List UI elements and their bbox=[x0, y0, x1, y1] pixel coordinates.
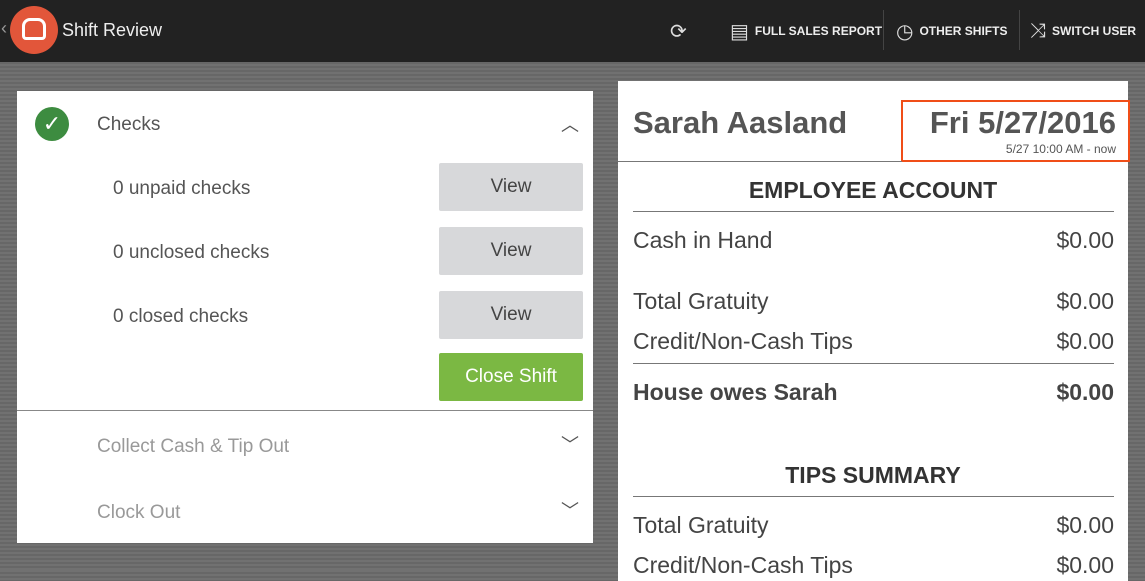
report-icon: ▤ bbox=[730, 20, 749, 43]
shift-steps-panel: ✓ Checks ︿ 0 unpaid checks View 0 unclos… bbox=[17, 91, 593, 543]
other-shifts-button[interactable]: ◷ OTHER SHIFTS bbox=[896, 20, 1008, 43]
shift-date: Fri 5/27/2016 bbox=[929, 105, 1116, 140]
employee-account-heading: EMPLOYEE ACCOUNT bbox=[748, 177, 998, 203]
section-checks[interactable]: Checks bbox=[97, 114, 161, 135]
top-bar: ‹ Shift Review ⟳ ▤ FULL SALES REPORT ◷ OTH… bbox=[0, 0, 1145, 62]
account-row: Total Gratuity $0.00 bbox=[633, 288, 1114, 314]
section-collect-cash[interactable]: Collect Cash & Tip Out bbox=[97, 436, 290, 457]
account-row: Cash in Hand $0.00 bbox=[633, 227, 1114, 253]
full-sales-report-button[interactable]: ▤ FULL SALES REPORT bbox=[730, 20, 883, 43]
shuffle-icon: ⤨ bbox=[1030, 19, 1046, 42]
chevron-down-icon[interactable]: ﹀ bbox=[561, 501, 579, 521]
app-logo[interactable] bbox=[10, 6, 58, 54]
check-icon: ✓ bbox=[35, 107, 69, 141]
total-row: House owes Sarah $0.00 bbox=[633, 379, 1114, 405]
chevron-down-icon[interactable]: ﹀ bbox=[561, 435, 579, 455]
divider bbox=[17, 410, 593, 411]
chevron-up-icon[interactable]: ︿ bbox=[561, 115, 579, 135]
back-icon[interactable]: ‹ bbox=[1, 18, 7, 38]
employee-name: Sarah Aasland bbox=[633, 105, 848, 140]
close-shift-button[interactable]: Close Shift bbox=[439, 353, 583, 401]
view-unclosed-button[interactable]: View bbox=[439, 227, 583, 275]
page-title: Shift Review bbox=[62, 20, 163, 40]
refresh-button[interactable]: ⟳ bbox=[670, 0, 687, 62]
tips-row: Total Gratuity $0.00 bbox=[633, 512, 1114, 538]
unpaid-checks-label: 0 unpaid checks bbox=[113, 178, 251, 199]
shift-range: 5/27 10:00 AM - now bbox=[1005, 142, 1116, 156]
switch-user-button[interactable]: ⤨ SWITCH USER bbox=[1030, 19, 1136, 42]
refresh-icon: ⟳ bbox=[670, 20, 687, 43]
view-closed-button[interactable]: View bbox=[439, 291, 583, 339]
closed-checks-label: 0 closed checks bbox=[113, 306, 249, 327]
view-unpaid-button[interactable]: View bbox=[439, 163, 583, 211]
clock-icon: ◷ bbox=[896, 20, 914, 43]
shift-summary-panel: Sarah Aasland Fri 5/27/2016 5/27 10:00 A… bbox=[618, 81, 1130, 581]
unclosed-checks-label: 0 unclosed checks bbox=[113, 242, 270, 263]
tips-row: Credit/Non-Cash Tips $0.00 bbox=[633, 552, 1114, 578]
section-clock-out[interactable]: Clock Out bbox=[97, 502, 181, 523]
shift-date-box: Fri 5/27/2016 5/27 10:00 AM - now bbox=[901, 100, 1130, 162]
tips-summary-heading: TIPS SUMMARY bbox=[785, 462, 961, 488]
account-row: Credit/Non-Cash Tips $0.00 bbox=[633, 328, 1114, 354]
